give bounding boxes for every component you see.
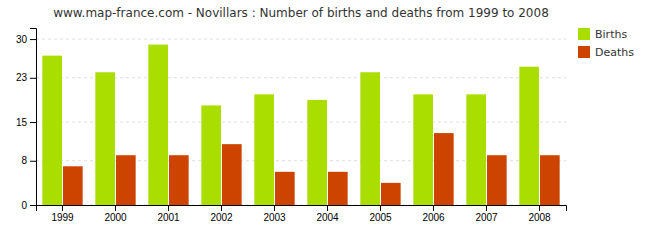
tick: 2006 (422, 205, 445, 223)
bar-series (42, 45, 539, 205)
tick-mark (30, 78, 36, 79)
legend: Births Deaths (578, 28, 634, 59)
title: www.map-france.com - Novillars : Number … (53, 6, 549, 20)
tick-label: 30 (16, 34, 28, 45)
tick-mark (274, 205, 275, 211)
tick-label: 2007 (475, 212, 498, 223)
grid-line (36, 77, 566, 78)
bar (95, 72, 115, 205)
tick-mark (327, 205, 328, 211)
bar (360, 72, 380, 205)
tick: 23 (16, 72, 36, 83)
tick-mark (62, 205, 63, 211)
tick-label: 8 (21, 155, 27, 166)
tick-mark (30, 122, 36, 123)
bar (487, 155, 507, 205)
tick: 2008 (528, 205, 551, 223)
chart-container: 1999 2000 2001 2002 2003 2004 2005 2006 2007 2008… (0, 0, 650, 229)
legend-swatch (578, 46, 590, 58)
tick: 2000 (104, 205, 127, 223)
grid-line (36, 122, 566, 123)
tick-mark (433, 205, 434, 211)
legend-item: Births (578, 28, 627, 41)
tick-mark (168, 205, 169, 211)
tick: 2005 (369, 205, 392, 223)
bar (381, 183, 401, 205)
tick-mark (539, 205, 540, 211)
bars (42, 45, 559, 205)
tick: 2003 (263, 205, 286, 223)
legend-item: Deaths (578, 46, 634, 59)
tick-mark (380, 205, 381, 211)
tick-mark (30, 161, 36, 162)
bar (116, 155, 136, 205)
tick-label: 2003 (263, 212, 286, 223)
tick-label: 1999 (51, 212, 74, 223)
y-axis: 0 8 15 23 30 (16, 29, 37, 211)
bar (42, 56, 62, 205)
tick-label: 23 (16, 72, 28, 83)
tick-label: 2001 (157, 212, 180, 223)
tick: 0 (21, 200, 36, 211)
tick-mark (30, 205, 36, 206)
tick: 2007 (475, 205, 498, 223)
bar (63, 166, 83, 205)
bar (540, 155, 560, 205)
tick-mark (221, 205, 222, 211)
tick: 2004 (316, 205, 339, 223)
tick-label: 2008 (528, 212, 551, 223)
bar (254, 94, 274, 205)
axis-line (37, 206, 567, 212)
bar (148, 45, 168, 205)
tick: 1999 (51, 205, 74, 223)
bar (328, 172, 348, 205)
bar (222, 144, 242, 205)
bar (519, 67, 539, 205)
tick-label: 15 (16, 117, 28, 128)
tick-mark (115, 205, 116, 211)
grid-line (36, 39, 566, 40)
tick-label: 0 (21, 200, 27, 211)
axis-line (30, 29, 37, 206)
bar (169, 155, 189, 205)
bar (413, 94, 433, 205)
tick-mark (30, 39, 36, 40)
tick-mark (486, 205, 487, 211)
tick: 15 (16, 117, 36, 128)
tick-label: 2000 (104, 212, 127, 223)
legend-label: Births (595, 28, 627, 41)
tick-label: 2004 (316, 212, 339, 223)
bar (307, 100, 327, 205)
grid (36, 39, 566, 205)
tick: 30 (16, 34, 36, 45)
tick-label: 2002 (210, 212, 233, 223)
bar (434, 133, 454, 205)
legend-swatch (578, 28, 590, 40)
tick: 2002 (210, 205, 233, 223)
grid-line (36, 160, 566, 161)
tick-label: 2005 (369, 212, 392, 223)
bar (466, 94, 486, 205)
bar-series (63, 133, 560, 205)
x-axis: 1999 2000 2001 2002 2003 2004 2005 2006 2007 2008 (37, 205, 567, 223)
tick: 8 (21, 155, 36, 166)
chart-svg: 1999 2000 2001 2002 2003 2004 2005 2006 2007 2008… (0, 0, 650, 229)
tick-label: 2006 (422, 212, 445, 223)
bar (275, 172, 295, 205)
tick: 2001 (157, 205, 180, 223)
bar (201, 105, 221, 205)
legend-label: Deaths (595, 46, 634, 59)
plot-area: 1999 2000 2001 2002 2003 2004 2005 2006 2007 2008… (16, 29, 567, 224)
